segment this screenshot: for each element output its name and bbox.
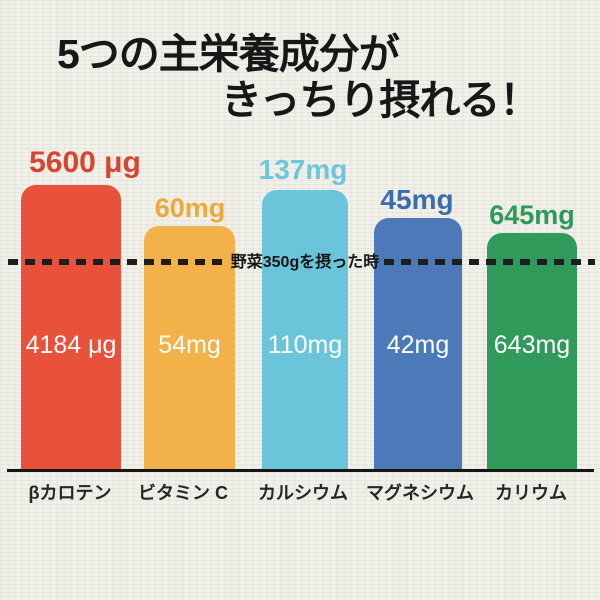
bar-top-value-potassium: 645mg [489, 200, 575, 230]
reference-dashed-line-left [8, 259, 229, 265]
bar-top-value-beta-carotene: 5600 μg [29, 146, 141, 179]
x-axis-line [7, 469, 594, 472]
bar-inner-value-potassium: 643mg [493, 331, 571, 359]
title-line-2: きっちり摂れる！ [221, 77, 540, 123]
bar-inner-value-calcium: 110mg [267, 331, 343, 359]
category-label-magnesium: マグネシウム [366, 483, 474, 503]
category-label-potassium: カリウム [495, 483, 567, 503]
bar-inner-value-vitamin-c: 54mg [158, 331, 221, 359]
reference-line-label: 野菜350gを摂った時 [230, 254, 380, 271]
bar-inner-value-beta-carotene: 4184 μg [25, 331, 117, 359]
bar-top-value-magnesium: 45mg [380, 184, 454, 215]
bar-vitamin-c [144, 226, 235, 470]
bar-top-value-vitamin-c: 60mg [154, 193, 226, 223]
bar-beta-carotene [21, 185, 121, 470]
bar-calcium [262, 190, 348, 470]
category-label-beta-carotene: βカロテン [28, 483, 112, 503]
title-line-1: 5つの主栄養成分が [57, 31, 400, 77]
category-label-calcium: カルシウム [258, 483, 348, 503]
reference-dashed-line-right [384, 259, 595, 265]
bar-potassium [487, 233, 577, 470]
bar-inner-value-magnesium: 42mg [386, 331, 450, 359]
bar-top-value-calcium: 137mg [258, 154, 348, 185]
category-label-vitamin-c: ビタミン C [138, 483, 228, 503]
